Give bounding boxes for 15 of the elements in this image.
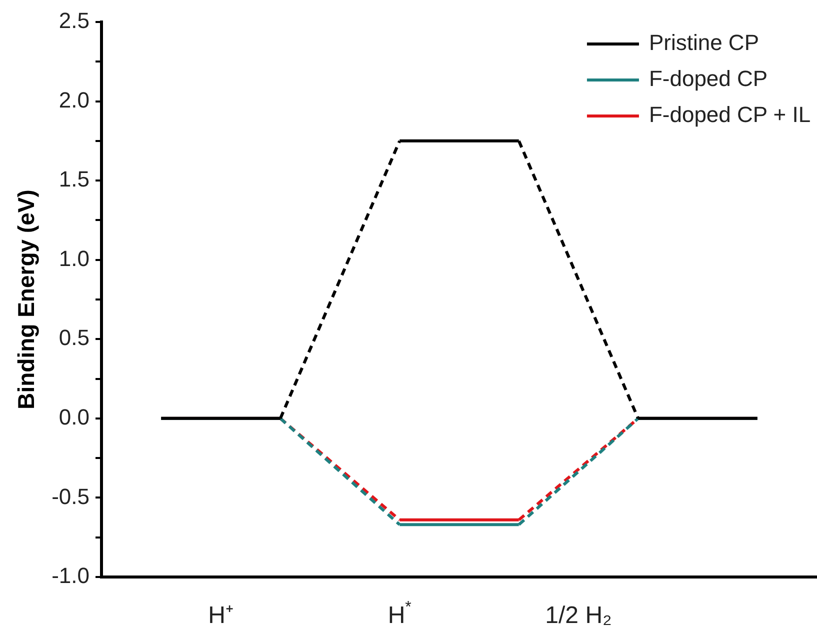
legend-label: F-doped CP xyxy=(648,66,768,92)
y-axis-title: Binding Energy (eV) xyxy=(13,190,40,410)
y-tick-label: 2.5 xyxy=(58,8,90,34)
y-tick-label: -1.0 xyxy=(52,563,90,588)
y-tick-label: 2.0 xyxy=(58,87,90,112)
x-tick-label: H⁺ xyxy=(208,602,234,629)
y-tick-label: 1.5 xyxy=(58,166,90,192)
x-tick-label: 1/2 H₂ xyxy=(545,602,612,629)
y-tick-label: 0.5 xyxy=(58,325,90,350)
y-tick-label: 1.0 xyxy=(58,246,90,271)
legend-label: F-doped CP + IL xyxy=(648,102,811,128)
x-tick-label: H* xyxy=(388,599,412,629)
legend-label: Pristine CP xyxy=(648,30,760,56)
y-tick-label: -0.5 xyxy=(52,484,90,509)
y-tick-label: 0.0 xyxy=(58,404,90,430)
